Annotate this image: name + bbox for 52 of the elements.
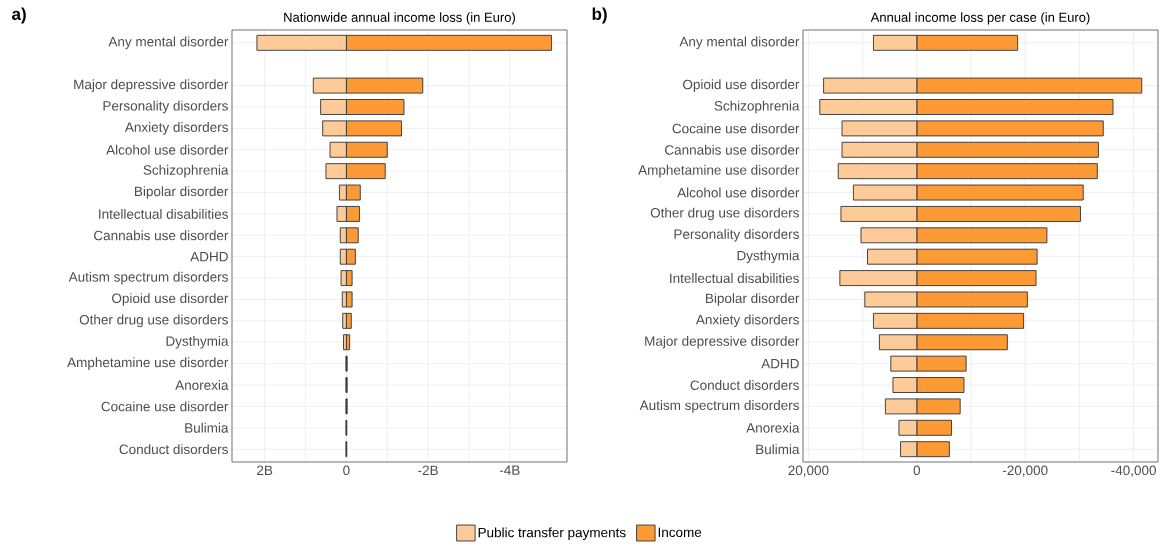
y-tick-label: Cannabis use disorder [94,230,229,241]
y-tick-label: Bulimia [756,444,800,455]
y-tick-label: Bipolar disorder [135,186,229,199]
legend-label: Public transfer payments [478,527,626,540]
x-tick-label: -20,000 [1002,465,1048,477]
y-tick-label: Anorexia [175,380,229,390]
y-tick-label: Alcohol use disorder [677,187,800,198]
y-tick-label: Conduct disorders [690,380,799,390]
x-tick-label: 0 [913,465,921,476]
y-tick-label: Dysthymia [166,335,229,349]
y-tick-label: Autism spectrum disorders [639,400,799,413]
y-tick-label: Personality disorders [103,100,228,114]
y-tick-label: Anorexia [746,422,800,433]
y-tick-label: Intellectual disabilities [670,273,799,284]
y-tick-label: Bulimia [185,422,229,433]
x-tick-label: 0 [343,465,350,476]
x-tick-label: -4B [499,465,520,475]
y-tick-label: Other drug use disorders [650,207,799,221]
y-tick-label: Anxiety disorders [124,122,228,135]
x-tick-label: 20,000 [788,465,829,477]
y-tick-label: Cannabis use disorder [665,144,800,155]
y-tick-label: Alcohol use disorder [106,144,229,155]
chart-title: Annual income loss per case (in Euro) [870,12,1090,25]
y-tick-label: Schizophrenia [143,164,229,178]
y-tick-label: Major depressive disorder [645,335,800,349]
y-tick-label: Cocaine use disorder [672,123,800,134]
y-tick-label: Other drug use disorders [79,314,228,328]
y-tick-label: Opioid use disorder [112,293,229,306]
y-tick-label: Personality disorders [674,229,799,242]
text: a) [12,7,26,24]
y-tick-label: Anxiety disorders [695,314,799,328]
y-tick-label: Intellectual disabilities [99,208,228,219]
x-tick-label: -40,000 [1111,465,1156,477]
y-tick-label: Conduct disorders [119,444,228,455]
y-tick-label: Bipolar disorder [706,293,800,306]
y-tick-label: Any mental disorder [679,36,800,50]
chart-title: Nationwide annual income loss (in Euro) [284,12,515,25]
legend-label: Income [658,527,702,538]
x-tick-label: 2B [257,465,273,475]
y-tick-label: ADHD [761,358,799,369]
x-tick-label: -2B [418,465,438,475]
y-tick-label: Any mental disorder [108,36,229,50]
y-tick-label: Opioid use disorder [683,79,800,92]
y-tick-label: ADHD [190,252,228,262]
y-tick-label: Autism spectrum disorders [68,271,228,285]
y-tick-label: Major depressive disorder [74,79,229,92]
y-tick-label: Amphetamine use disorder [67,357,229,370]
y-tick-label: Dysthymia [737,250,800,263]
y-tick-label: Cocaine use disorder [101,401,229,412]
text: b) [592,7,607,24]
y-tick-label: Amphetamine use disorder [638,164,800,178]
y-tick-label: Schizophrenia [714,100,800,114]
